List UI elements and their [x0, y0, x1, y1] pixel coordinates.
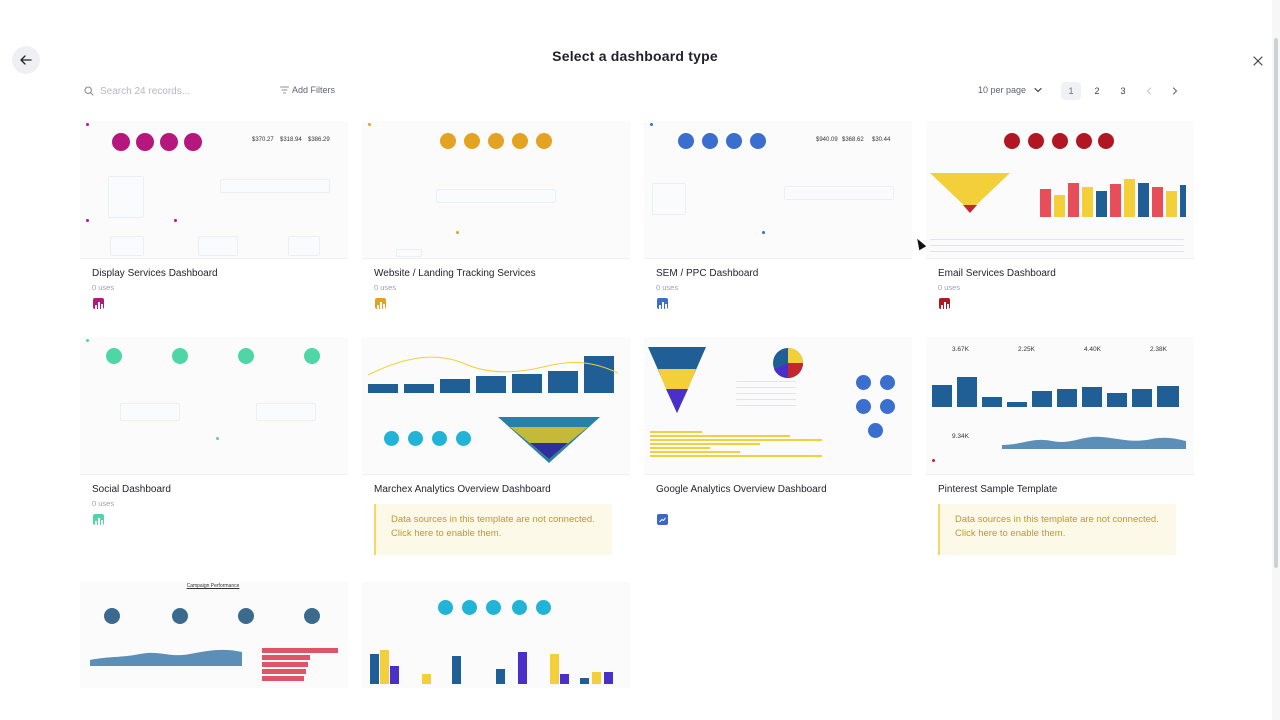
kpi-value: $940.09 [816, 137, 838, 143]
warning-line-2-link[interactable]: Click here to enable them. [955, 528, 1066, 539]
close-icon [1253, 56, 1263, 66]
dashboard-card-website-landing[interactable]: Website / Landing Tracking Services 0 us… [362, 121, 630, 309]
card-title: Display Services Dashboard [92, 268, 218, 279]
kpi-value: $318.94 [280, 137, 302, 143]
prev-page-button[interactable] [1139, 82, 1159, 100]
warning-line-1: Data sources in this template are not co… [955, 514, 1159, 525]
bar-chart-icon [375, 298, 386, 309]
kpi-value: 9.34K [952, 433, 969, 440]
kpi-value: 4.40K [1084, 346, 1101, 353]
kpi-value: $370.27 [252, 137, 274, 143]
chevron-right-icon [1172, 87, 1178, 95]
card-title: Website / Landing Tracking Services [374, 268, 536, 279]
dashboard-card-pinterest[interactable]: 3.67K 2.25K 4.40K 2.38K 9.34K Pinterest … [926, 337, 1194, 555]
card-uses: 0 uses [938, 283, 961, 292]
card-uses: 0 uses [374, 283, 397, 292]
dashboard-card-bar-comparison[interactable] [362, 582, 630, 688]
card-thumbnail: $370.27 $318.94 $386.29 [80, 121, 348, 259]
card-title: Google Analytics Overview Dashboard [656, 484, 827, 495]
add-filters-label: Add Filters [292, 85, 336, 95]
per-page-value: 10 per page [978, 85, 1027, 95]
bar-chart-icon [939, 298, 950, 309]
close-button[interactable] [1249, 52, 1267, 70]
card-uses: 0 uses [656, 283, 679, 292]
card-thumbnail: 3.67K 2.25K 4.40K 2.38K 9.34K [926, 337, 1194, 475]
data-source-warning[interactable]: Data sources in this template are not co… [938, 504, 1176, 555]
pagination: 1 2 3 [1061, 82, 1185, 100]
bar-chart-icon [93, 514, 104, 525]
card-title: Social Dashboard [92, 484, 171, 495]
data-source-warning[interactable]: Data sources in this template are not co… [374, 504, 612, 555]
card-title: Marchex Analytics Overview Dashboard [374, 484, 551, 495]
card-thumbnail [362, 337, 630, 475]
kpi-value: 2.25K [1018, 346, 1035, 353]
card-uses: 0 uses [92, 499, 115, 508]
bar-chart-icon [93, 298, 104, 309]
dashboard-card-email-services[interactable]: Email Services Dashboard 0 uses [926, 121, 1194, 309]
kpi-value: $30.44 [872, 137, 891, 143]
per-page-select[interactable]: 10 per page [978, 85, 1042, 95]
filter-icon [280, 86, 289, 94]
card-thumbnail [362, 582, 630, 688]
card-uses: 0 uses [92, 283, 115, 292]
dashboard-card-sem-ppc[interactable]: $940.09 $368.62 $30.44 SEM / PPC Dashboa… [644, 121, 912, 309]
add-filters-button[interactable]: Add Filters [280, 85, 335, 95]
page-title: Select a dashboard type [552, 48, 718, 64]
card-title: Pinterest Sample Template [938, 484, 1058, 495]
dashboard-card-social[interactable]: Social Dashboard 0 uses [80, 337, 348, 525]
chevron-left-icon [1146, 87, 1152, 95]
dashboard-card-display-services[interactable]: $370.27 $318.94 $386.29 Display Services… [80, 121, 348, 309]
search-icon [84, 86, 94, 96]
card-thumbnail: $940.09 $368.62 $30.44 [644, 121, 912, 259]
line-chart-icon [657, 514, 668, 525]
kpi-value: 3.67K [952, 346, 969, 353]
next-page-button[interactable] [1165, 82, 1185, 100]
warning-line-1: Data sources in this template are not co… [391, 514, 595, 525]
card-thumbnail: Campaign Performance [80, 582, 348, 688]
kpi-value: 2.38K [1150, 346, 1167, 353]
arrow-left-icon [20, 55, 32, 65]
thumbnail-title: Campaign Performance [186, 583, 240, 589]
card-thumbnail [80, 337, 348, 475]
kpi-value: $386.29 [308, 137, 330, 143]
page-button-1[interactable]: 1 [1061, 82, 1081, 100]
mouse-cursor [913, 236, 927, 251]
card-thumbnail [644, 337, 912, 475]
card-thumbnail [362, 121, 630, 259]
search-box[interactable] [84, 83, 264, 99]
kpi-value: $368.62 [842, 137, 864, 143]
card-thumbnail [926, 121, 1194, 259]
card-title: Email Services Dashboard [938, 268, 1056, 279]
scrollbar-thumb[interactable] [1274, 38, 1278, 568]
dashboard-card-marchex-analytics[interactable]: Marchex Analytics Overview Dashboard Dat… [362, 337, 630, 555]
warning-line-2-link[interactable]: Click here to enable them. [391, 528, 502, 539]
card-title: SEM / PPC Dashboard [656, 268, 759, 279]
dashboard-card-google-analytics[interactable]: Google Analytics Overview Dashboard [644, 337, 912, 525]
page-button-2[interactable]: 2 [1094, 86, 1100, 96]
bar-chart-icon [657, 298, 668, 309]
back-button[interactable] [12, 46, 40, 74]
search-input[interactable] [100, 85, 240, 97]
chevron-down-icon [1034, 87, 1042, 93]
page-button-3[interactable]: 3 [1120, 86, 1126, 96]
dashboard-card-campaign-performance[interactable]: Campaign Performance [80, 582, 348, 688]
